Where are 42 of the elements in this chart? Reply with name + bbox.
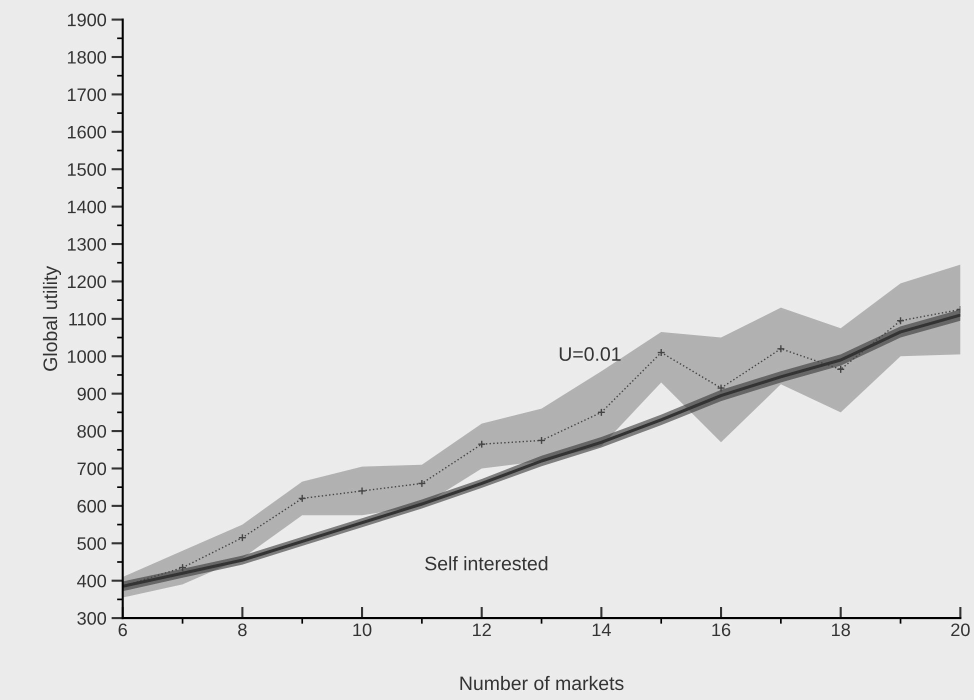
point <box>298 494 306 503</box>
point <box>776 344 786 353</box>
x-axis-title: Number of markets <box>460 676 624 690</box>
x-tick-label: 6 <box>118 623 127 636</box>
y-tick-label: 1300 <box>68 238 106 251</box>
point <box>657 348 666 357</box>
y-tick-label: 1800 <box>68 50 106 64</box>
point <box>896 316 905 325</box>
x-tick-label: 10 <box>353 623 372 636</box>
point <box>597 408 606 417</box>
y-tick-label: 800 <box>77 425 106 438</box>
y-tick-label: 1200 <box>68 275 106 288</box>
point <box>836 365 845 374</box>
y-tick-label: 1900 <box>68 14 106 26</box>
x-tick-label: 8 <box>238 623 247 636</box>
text: Self interested <box>425 556 548 570</box>
x-tick-label: 12 <box>473 623 491 636</box>
x-tick-label: 16 <box>712 623 730 636</box>
series-label: U=0.01 <box>560 347 621 361</box>
point <box>478 440 486 448</box>
y-tick-label: 300 <box>77 612 106 625</box>
point <box>238 534 247 542</box>
y-tick-label: 400 <box>77 574 106 588</box>
y-tick-label: 900 <box>77 388 106 400</box>
point <box>537 436 546 445</box>
point <box>418 479 426 488</box>
y-tick-label: 500 <box>77 537 106 550</box>
point <box>358 486 366 496</box>
y-tick-label: 1500 <box>68 163 106 176</box>
x-tick-label: 14 <box>592 624 611 636</box>
y-tick-label: 1100 <box>69 312 106 326</box>
x-tick-label: 20 <box>951 623 970 636</box>
y-tick-label: 1400 <box>68 200 106 214</box>
y-tick-label: 1000 <box>68 350 106 363</box>
y-tick-label: 1600 <box>68 126 106 139</box>
x-tick-label: 18 <box>832 623 850 636</box>
point <box>178 563 187 572</box>
y-tick-label: 1700 <box>68 88 106 102</box>
y-tick-label: 700 <box>78 462 106 476</box>
y-axis-title: Global utility <box>42 266 62 371</box>
y-tick-label: 600 <box>78 500 106 513</box>
point <box>716 384 726 392</box>
